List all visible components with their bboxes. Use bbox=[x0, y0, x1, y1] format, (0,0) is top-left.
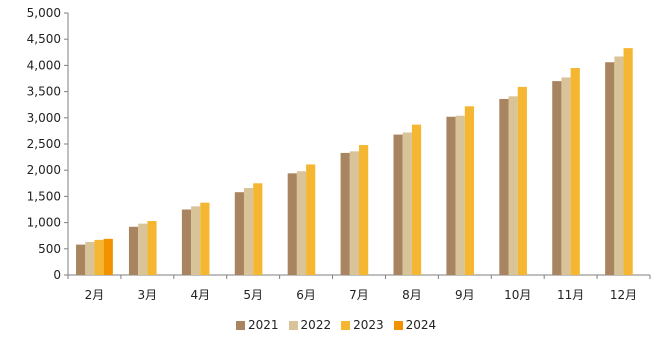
legend-swatch bbox=[288, 320, 298, 330]
y-tick-label: 4,000 bbox=[27, 58, 61, 72]
bar-2021 bbox=[340, 152, 350, 275]
legend-item: 2023 bbox=[341, 318, 384, 332]
bar-2023 bbox=[253, 183, 263, 275]
x-tick-label: 10月 bbox=[504, 288, 531, 302]
x-tick-label: 4月 bbox=[190, 288, 210, 302]
bar-2023 bbox=[464, 106, 475, 275]
bar-2023 bbox=[147, 221, 157, 275]
x-axis: 2月 3月 4月 5月 6月 7月 8月 9月 10月 11月 12月 bbox=[67, 274, 651, 302]
legend-item: 2022 bbox=[288, 318, 332, 332]
x-tick-label: 2月 bbox=[85, 288, 105, 302]
bar-2023 bbox=[359, 145, 369, 275]
x-tick-label: 11月 bbox=[557, 288, 584, 302]
legend-label: 2023 bbox=[353, 318, 384, 332]
legend-label: 2024 bbox=[405, 318, 437, 332]
bar-2022 bbox=[296, 171, 307, 275]
x-tick-label: 5月 bbox=[243, 288, 263, 302]
y-tick-label: 2,500 bbox=[27, 137, 61, 151]
bar-2021 bbox=[76, 244, 86, 275]
bar-2022 bbox=[243, 188, 254, 275]
bar-2021 bbox=[446, 116, 456, 275]
y-tick-label: 2,000 bbox=[27, 163, 61, 177]
x-tick-label: 8月 bbox=[402, 288, 422, 302]
y-tick-label: 500 bbox=[38, 242, 61, 256]
bar-2021 bbox=[552, 81, 562, 276]
bar-2022 bbox=[614, 56, 624, 275]
bar-2024 bbox=[103, 238, 113, 275]
y-tick-label: 0 bbox=[53, 268, 61, 282]
bar-2022 bbox=[349, 151, 359, 275]
x-tick-label: 3月 bbox=[138, 288, 158, 302]
bar-2021 bbox=[605, 62, 615, 276]
bar-2021 bbox=[128, 226, 139, 275]
legend-swatch bbox=[236, 320, 245, 330]
legend-label: 2022 bbox=[300, 318, 332, 332]
legend-item: 2021 bbox=[236, 318, 279, 332]
x-tick-label: 12月 bbox=[610, 288, 637, 302]
bar-2021 bbox=[393, 134, 403, 275]
x-tick-label: 7月 bbox=[349, 288, 369, 302]
legend-label: 2021 bbox=[248, 318, 279, 332]
bar-2021 bbox=[234, 192, 244, 275]
y-tick-label: 3,500 bbox=[27, 85, 61, 99]
bar-2022 bbox=[402, 132, 412, 275]
legend-swatch bbox=[341, 320, 351, 330]
legend: 2021 2022 2023 2024 bbox=[236, 318, 446, 332]
legend-swatch bbox=[393, 320, 403, 330]
bar-2021 bbox=[181, 209, 192, 275]
bar-2022 bbox=[191, 206, 201, 275]
bar-2023 bbox=[411, 124, 422, 275]
y-axis: 0 500 1,000 1,500 2,000 2,500 3,000 3,500 4,000 4… bbox=[27, 6, 69, 282]
x-tick-label: 9月 bbox=[455, 288, 475, 302]
bars bbox=[76, 48, 633, 276]
bar-2021 bbox=[287, 173, 297, 275]
bar-2022 bbox=[561, 77, 571, 276]
x-tick-label: 6月 bbox=[296, 288, 316, 302]
legend-item: 2024 bbox=[393, 318, 437, 332]
bar-2023 bbox=[623, 48, 633, 275]
bar-2022 bbox=[508, 96, 518, 275]
bar-2022 bbox=[85, 241, 95, 275]
bar-2023 bbox=[94, 239, 104, 275]
bar-2022 bbox=[138, 223, 148, 275]
bar-2023 bbox=[570, 68, 580, 276]
bar-2021 bbox=[499, 98, 509, 275]
y-tick-label: 4,500 bbox=[27, 32, 61, 46]
bar-2023 bbox=[517, 86, 527, 275]
bar-2022 bbox=[455, 115, 465, 275]
y-tick-label: 1,500 bbox=[27, 189, 61, 203]
y-tick-label: 3,000 bbox=[27, 111, 61, 125]
bar-2023 bbox=[200, 202, 210, 275]
y-tick-label: 5,000 bbox=[27, 6, 61, 20]
y-tick-label: 1,000 bbox=[27, 216, 61, 230]
bar-2023 bbox=[306, 164, 316, 275]
